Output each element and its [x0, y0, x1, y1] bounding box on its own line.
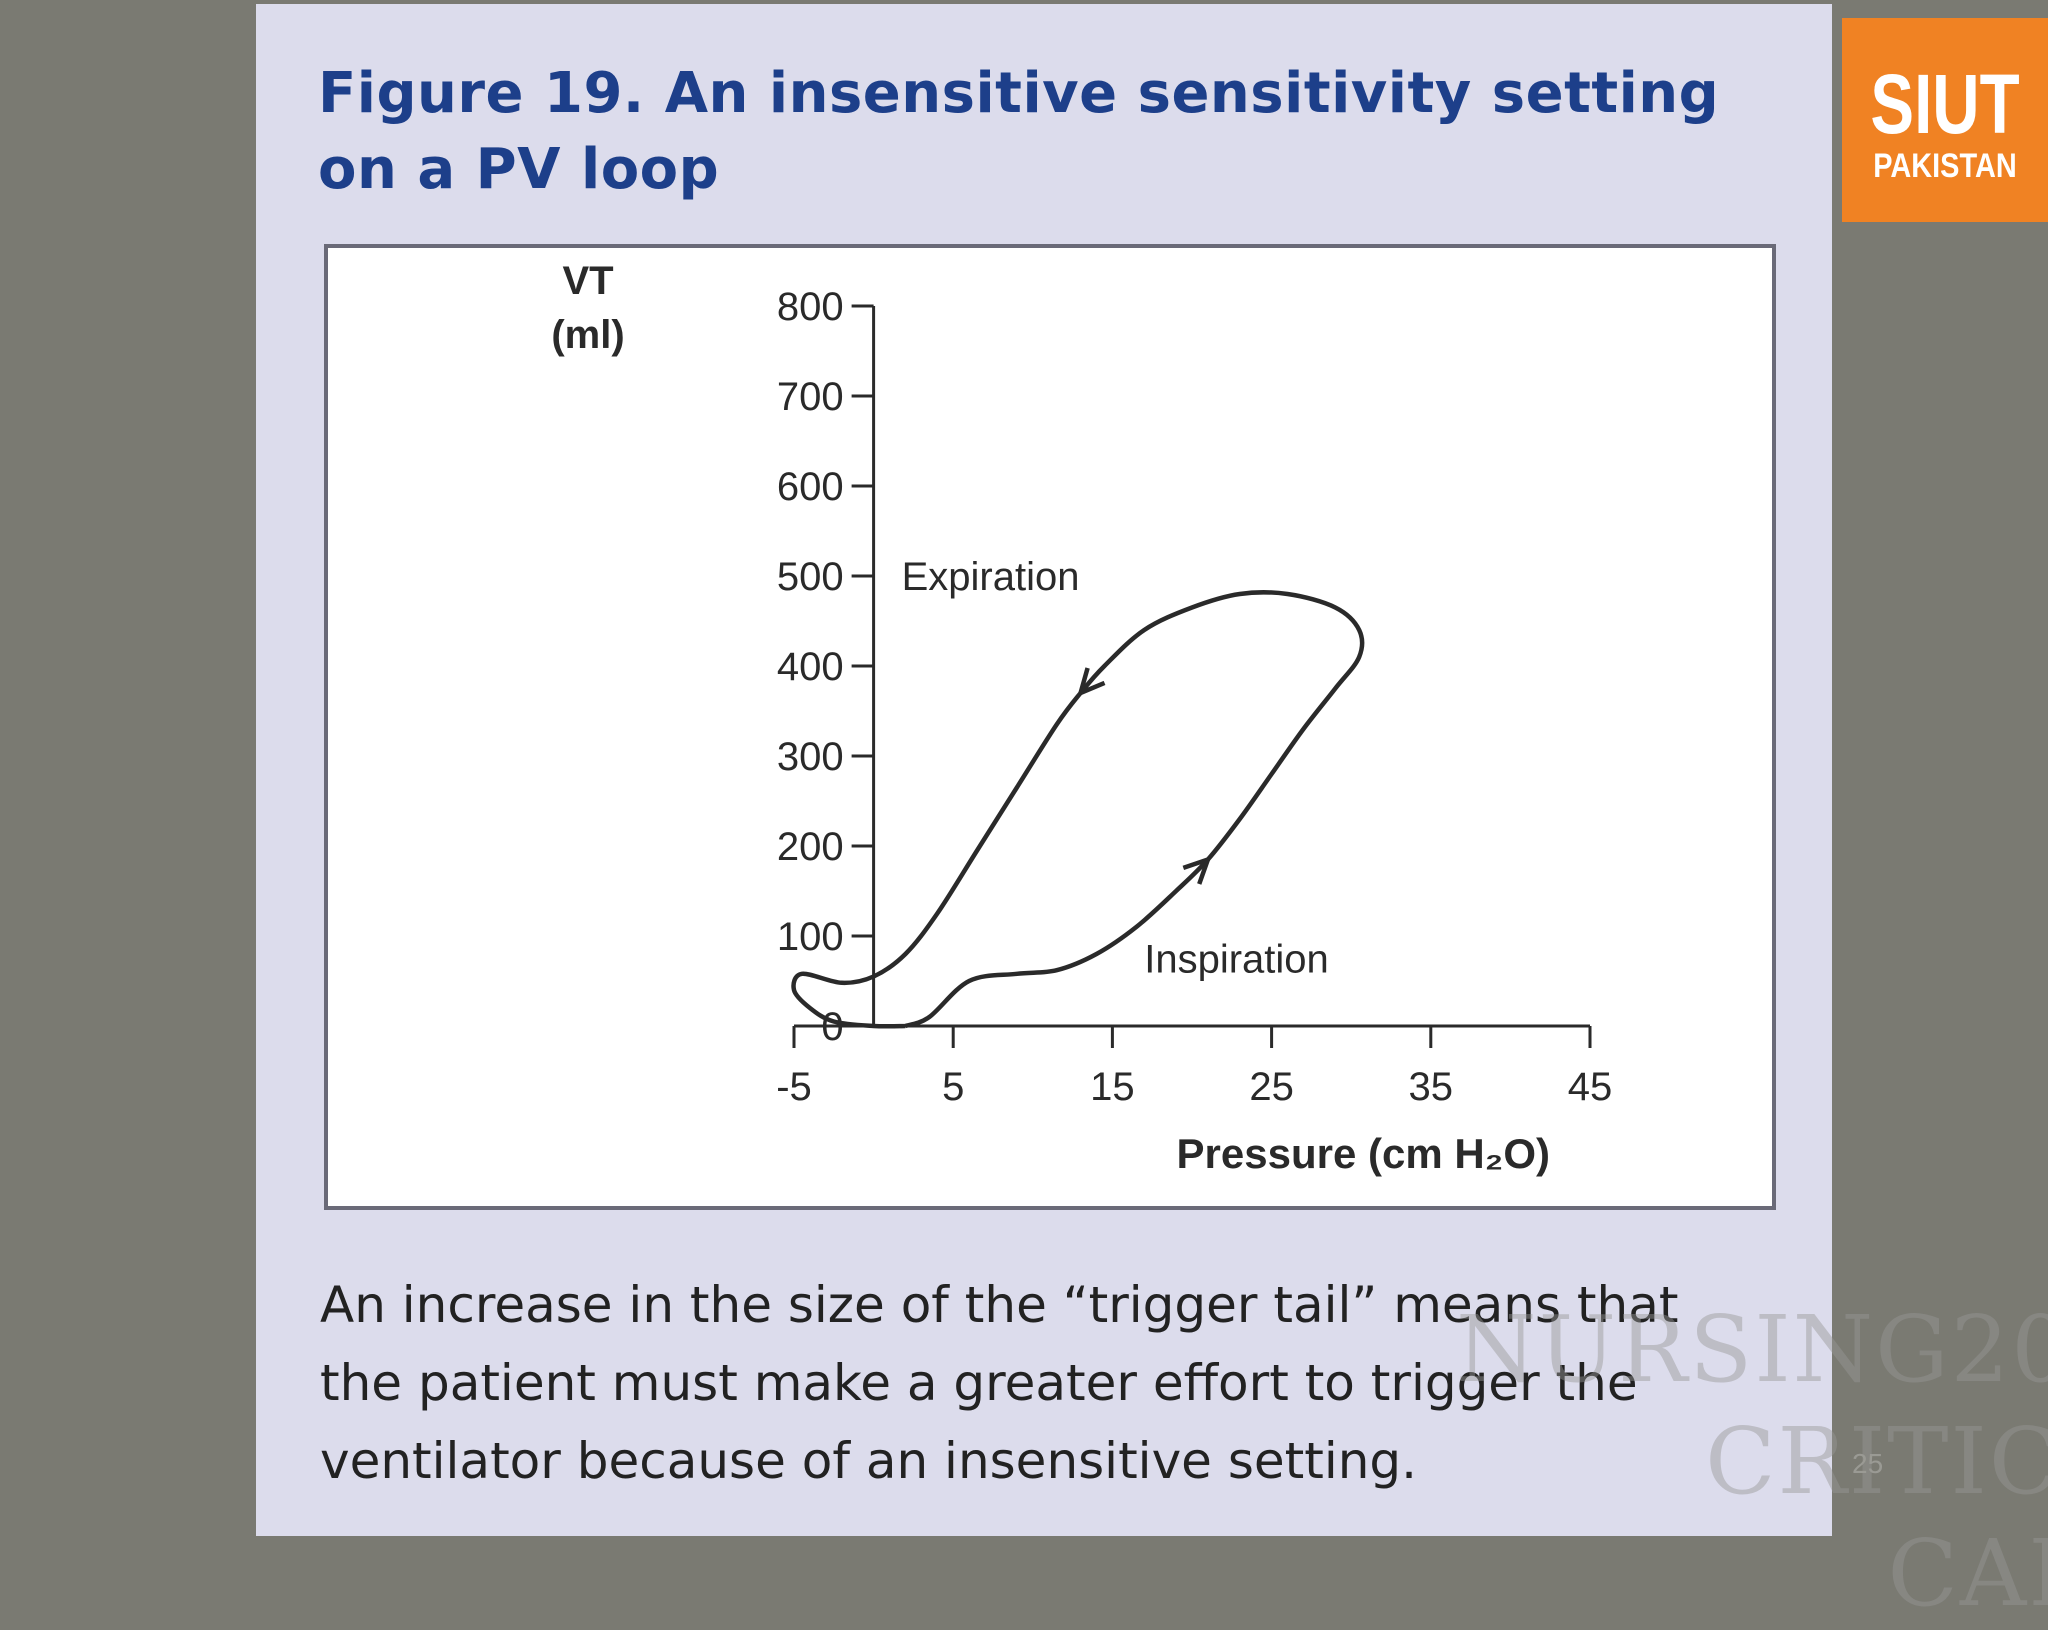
x-tick-label: 5 — [942, 1065, 964, 1109]
annotation-label: Inspiration — [1144, 938, 1329, 982]
y-tick-label: 600 — [777, 465, 844, 509]
slide-panel: Figure 19. An insensitive sensitivity se… — [256, 4, 2048, 1627]
inspiration-arrow — [1182, 855, 1212, 885]
chart-svg: 0 100 200 300 400 500 600 700 800 -5 5 15 25 35 45 VT (m… — [551, 259, 1613, 1177]
y-tick-label: 200 — [777, 825, 844, 869]
x-tick-label: 15 — [1090, 1065, 1135, 1109]
slide-number: 25 — [1852, 1448, 1884, 1479]
x-tick-label: 45 — [1568, 1065, 1613, 1109]
y-tick-label: 500 — [777, 555, 844, 599]
expiration-arrow — [1077, 667, 1106, 697]
y-tick-label: 100 — [777, 915, 844, 959]
y-axis-label-line1: VT — [562, 259, 613, 303]
y-tick-label: 400 — [777, 645, 844, 689]
figure-caption: An increase in the size of the “trigger … — [320, 1276, 1679, 1490]
y-tick-label: 0 — [821, 1005, 843, 1049]
watermark-line2: CARE — [1887, 1520, 2048, 1627]
y-axis-label-line2: (ml) — [551, 313, 624, 357]
y-tick-label: 300 — [777, 735, 844, 779]
x-axis-label: Pressure (cm H₂O) — [1177, 1130, 1550, 1177]
annotation-label: Expiration — [902, 555, 1080, 599]
pv-loop-curve — [791, 590, 1365, 1029]
logo-line2: PAKISTAN — [1873, 147, 2017, 185]
y-tick-label: 800 — [777, 285, 844, 329]
siut-pakistan-logo: SIUT PAKISTAN — [1842, 18, 2048, 222]
x-tick-label: -5 — [776, 1065, 812, 1109]
y-tick-label: 700 — [777, 375, 844, 419]
figure-title: Figure 19. An insensitive sensitivity se… — [318, 61, 1720, 202]
x-tick-label: 35 — [1409, 1065, 1454, 1109]
logo-line1: SIUT — [1870, 57, 2020, 151]
x-tick-label: 25 — [1249, 1065, 1294, 1109]
pv-loop-chart: 0 100 200 300 400 500 600 700 800 -5 5 15 25 35 45 VT (m… — [324, 244, 1776, 1210]
